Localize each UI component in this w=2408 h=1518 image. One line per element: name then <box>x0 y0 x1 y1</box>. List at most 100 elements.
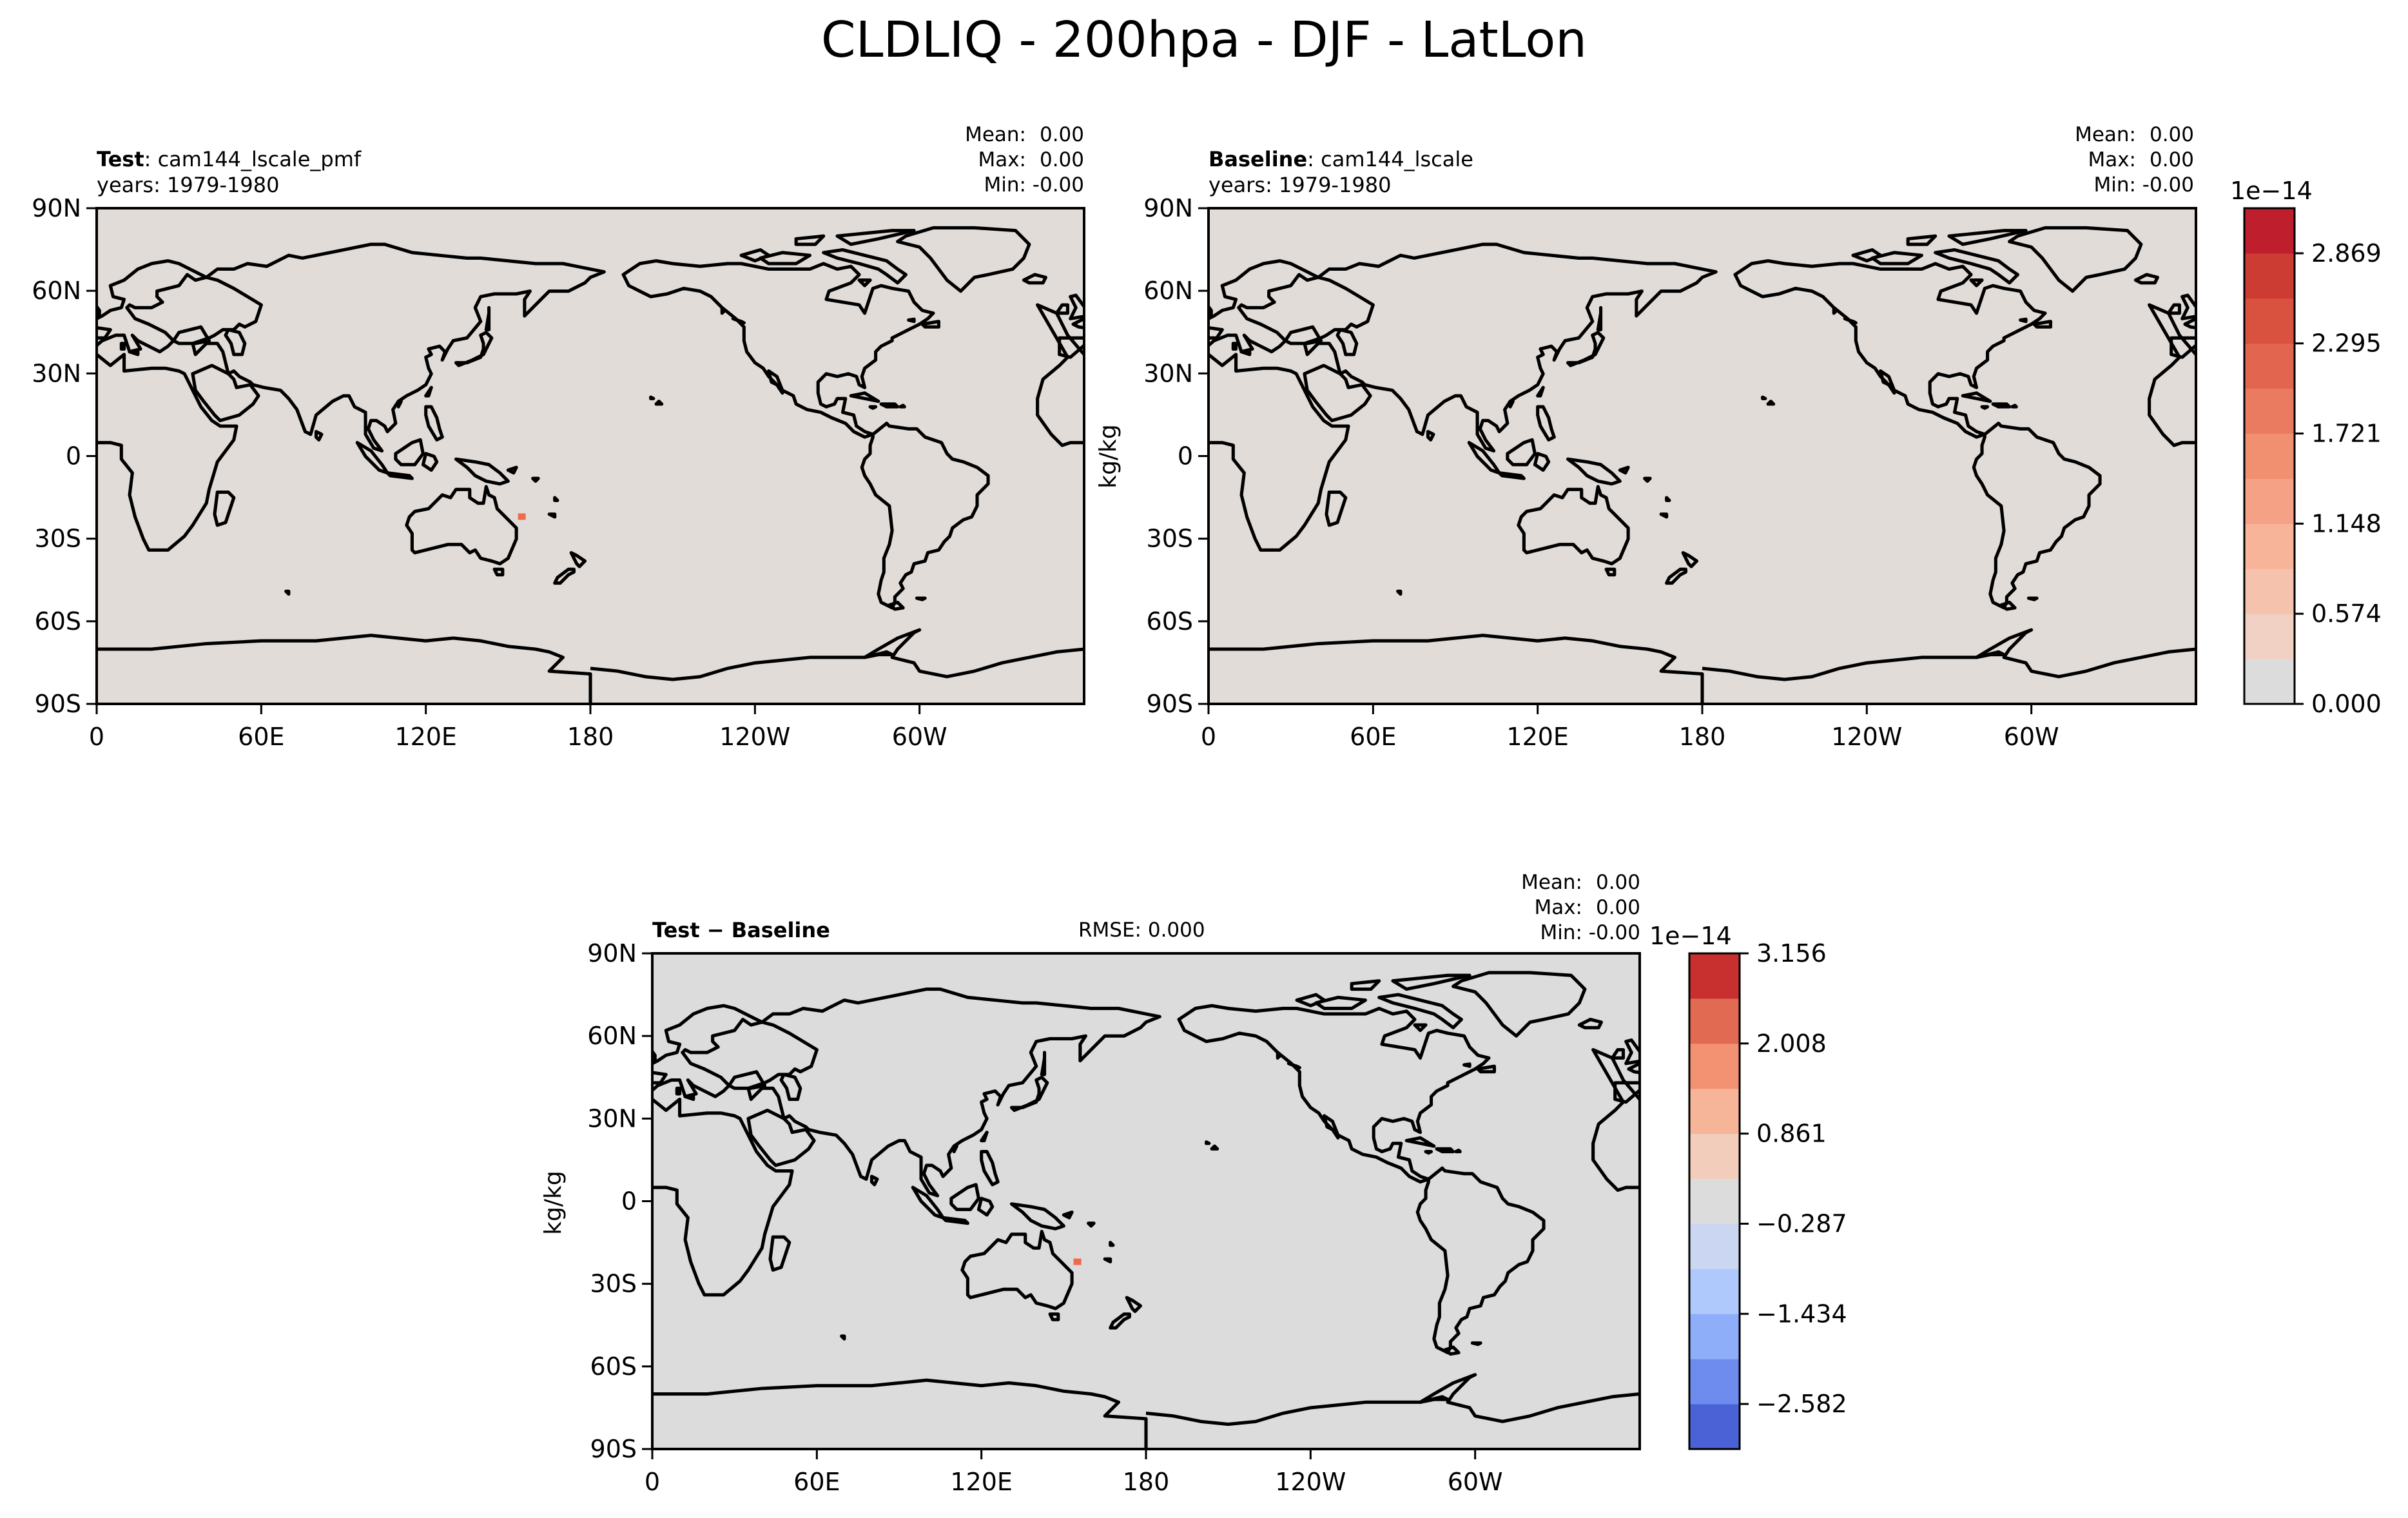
baseline-y-axis: 90N 60N 30N 0 30S 60S 90S <box>1143 194 1209 718</box>
baseline-max-value: 0.00 <box>2149 148 2194 171</box>
test-x-tick-label: 60E <box>238 723 284 751</box>
diff-max-key: Max: <box>1534 896 1582 919</box>
diff-y-tick-label: 30N <box>587 1104 637 1133</box>
baseline-y-tick-label: 60S <box>1147 607 1193 636</box>
baseline-panel-label: Baseline: cam144_lscale <box>1209 147 1473 171</box>
baseline-colorbar-segment <box>2244 478 2295 524</box>
baseline-colorbar-segment <box>2244 569 2295 614</box>
diff-colorbar-segment <box>1689 1133 1740 1180</box>
test-y-tick-label: 60N <box>32 277 81 305</box>
diff-colorbar-label: −1.434 <box>1756 1299 1847 1328</box>
figure-title: CLDLIQ - 200hpa - DJF - LatLon <box>820 12 1588 69</box>
diff-y-axis: 90N 60N 30N 0 30S 60S 90S <box>587 939 652 1463</box>
baseline-max-key: Max: <box>2088 148 2136 171</box>
test-years: years: 1979-1980 <box>97 173 280 197</box>
diff-field <box>652 953 1640 1449</box>
baseline-x-axis: 0 60E 120E 180 120W 60W <box>1201 704 2059 751</box>
test-y-tick-label: 90N <box>32 194 81 222</box>
baseline-colorbar-segment <box>2244 659 2295 705</box>
test-mean-key: Mean: <box>965 123 1026 146</box>
test-x-tick-label: 120W <box>719 723 790 751</box>
diff-y-tick-label: 60S <box>590 1352 637 1381</box>
baseline-min-key: Min: <box>2093 173 2136 197</box>
diff-x-axis: 0 60E 120E 180 120W 60W <box>645 1449 1503 1496</box>
baseline-x-tick-label: 120E <box>1506 723 1569 751</box>
diff-mean-key: Mean: <box>1521 871 1582 894</box>
test-x-tick-label: 60W <box>892 723 947 751</box>
baseline-colorbar-segment <box>2244 298 2295 344</box>
test-y-tick-label: 90S <box>35 690 81 718</box>
test-max-key: Max: <box>978 148 1026 171</box>
diff-stats: Mean: 0.00 Max: 0.00 Min: -0.00 <box>1521 870 1640 946</box>
diff-colorbar-segment <box>1689 998 1740 1044</box>
diff-colorbar-offset: 1e−14 <box>1649 922 1732 950</box>
diff-colorbar-label: −2.582 <box>1756 1390 1847 1418</box>
baseline-colorbar-segment <box>2244 523 2295 569</box>
baseline-y-tick-label: 30N <box>1143 359 1193 387</box>
diff-colorbar-label: 0.861 <box>1756 1120 1827 1148</box>
baseline-colorbar-unit: kg/kg <box>1095 424 1121 489</box>
diff-colorbar-label: −0.287 <box>1756 1209 1847 1238</box>
baseline-label-case: : cam144_lscale <box>1307 147 1473 171</box>
diff-colorbar-segment <box>1689 1088 1740 1134</box>
baseline-map-panel: 0 60E 120E 180 120W 60W 90N 60N 30N 0 30S 60S 90S <box>1143 194 2197 751</box>
diff-colorbar-segment <box>1689 1314 1740 1359</box>
test-highlight-cell <box>518 513 526 520</box>
baseline-y-tick-label: 0 <box>1178 442 1193 471</box>
diff-y-tick-label: 90N <box>587 939 637 968</box>
baseline-colorbar: 0.000 0.574 1.148 1.721 2.295 2.869 1e−14 kg/kg <box>1095 177 2382 718</box>
baseline-y-tick-label: 30S <box>1147 525 1193 553</box>
test-y-tick-label: 0 <box>66 442 81 471</box>
baseline-colorbar-label: 0.574 <box>2311 599 2382 628</box>
baseline-x-tick-label: 60W <box>2004 723 2059 751</box>
test-x-tick-label: 120E <box>394 723 457 751</box>
baseline-field <box>1209 208 2196 704</box>
diff-colorbar-frame <box>1688 952 1741 1450</box>
diff-min-key: Min: <box>1540 921 1582 944</box>
diff-colorbar-segment <box>1689 1359 1740 1405</box>
baseline-x-tick-label: 180 <box>1679 723 1726 751</box>
baseline-colorbar-segment <box>2244 343 2295 389</box>
diff-mean-value: 0.00 <box>1595 871 1640 894</box>
test-stats: Mean: 0.00 Max: 0.00 Min: -0.00 <box>965 122 1084 198</box>
diff-max-value: 0.00 <box>1595 896 1640 919</box>
diff-colorbar: 3.156 2.008 0.861 −0.287 −1.434 −2.582 1e−14 kg… <box>540 922 1847 1450</box>
baseline-colorbar-offset: 1e−14 <box>2230 177 2313 205</box>
test-panel-label: Test: cam144_lscale_pmf <box>97 147 361 171</box>
diff-colorbar-segment <box>1689 953 1740 999</box>
baseline-colorbar-frame <box>2243 207 2296 705</box>
baseline-colorbar-label: 2.869 <box>2311 239 2382 268</box>
baseline-y-tick-label: 90S <box>1147 690 1193 718</box>
test-label-case: : cam144_lscale_pmf <box>144 147 362 171</box>
baseline-colorbar-segment <box>2244 614 2295 659</box>
diff-rmse: RMSE: 0.000 <box>1078 919 1205 942</box>
test-y-axis: 90N 60N 30N 0 30S 60S 90S <box>32 194 97 718</box>
diff-y-tick-label: 90S <box>590 1435 637 1463</box>
test-map-panel: 0 60E 120E 180 120W 60W 90N 60N 30N 0 30S 60S 90S <box>32 194 1085 751</box>
baseline-colorbar-label: 1.721 <box>2311 420 2382 448</box>
diff-x-tick-label: 60W <box>1448 1468 1503 1496</box>
diff-x-tick-label: 0 <box>645 1468 660 1496</box>
baseline-x-tick-label: 0 <box>1201 723 1216 751</box>
diff-colorbar-label: 2.008 <box>1756 1029 1827 1058</box>
baseline-mean-key: Mean: <box>2075 123 2136 146</box>
diff-min-value: -0.00 <box>1588 921 1640 944</box>
baseline-mean-value: 0.00 <box>2149 123 2194 146</box>
diff-y-tick-label: 0 <box>621 1187 637 1216</box>
diff-label-bold: Test − Baseline <box>652 918 830 942</box>
test-field <box>97 208 1084 704</box>
diff-colorbar-unit: kg/kg <box>540 1171 567 1235</box>
diff-colorbar-segment <box>1689 1178 1740 1224</box>
test-min-key: Min: <box>984 173 1026 197</box>
test-x-tick-label: 180 <box>567 723 614 751</box>
diff-colorbar-segment <box>1689 1043 1740 1089</box>
baseline-y-tick-label: 60N <box>1143 277 1193 305</box>
test-max-value: 0.00 <box>1039 148 1084 171</box>
diff-y-tick-label: 30S <box>590 1270 637 1298</box>
baseline-colorbar-label: 2.295 <box>2311 329 2382 358</box>
diff-highlight-cell <box>1073 1258 1082 1265</box>
diff-colorbar-segment <box>1689 1269 1740 1314</box>
test-y-tick-label: 30S <box>35 525 81 553</box>
diff-x-tick-label: 60E <box>793 1468 840 1496</box>
baseline-y-tick-label: 90N <box>1143 194 1193 222</box>
